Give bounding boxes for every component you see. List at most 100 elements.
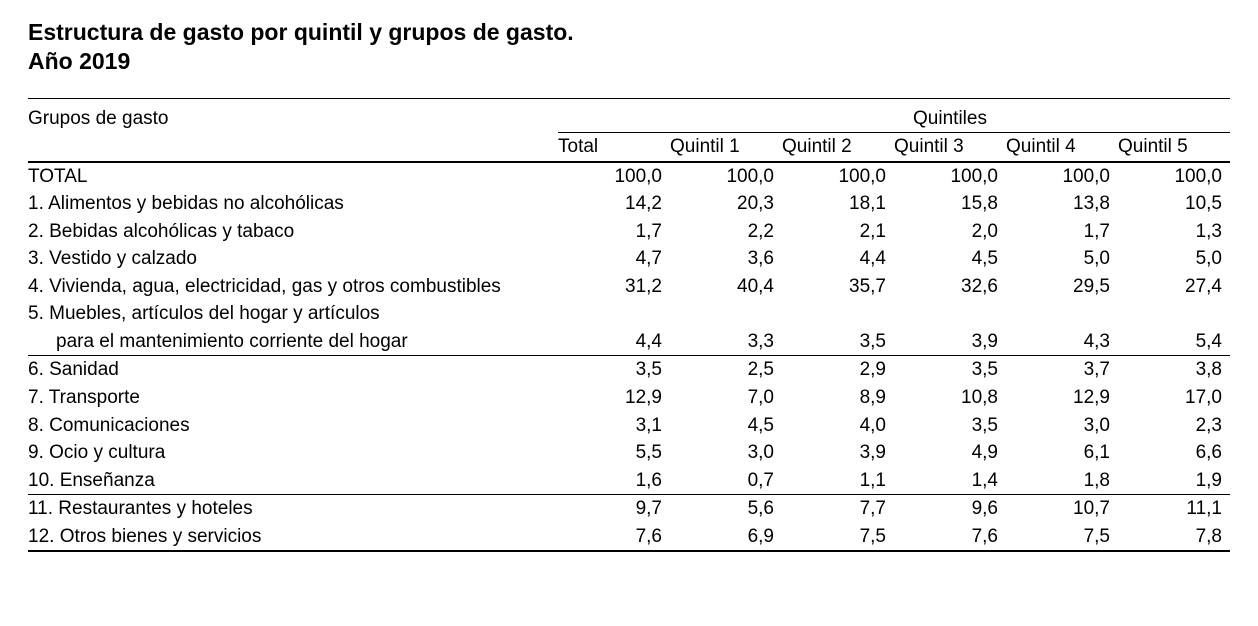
page: Estructura de gasto por quintil y grupos… [0,0,1258,592]
cell: 3,8 [1118,356,1230,384]
cell: 2,9 [782,356,894,384]
table-body: TOTAL100,0100,0100,0100,0100,0100,01. Al… [28,162,1230,552]
cell: 40,4 [670,273,782,301]
cell: 100,0 [782,162,894,191]
cell: 9,6 [894,495,1006,523]
cell: 11,1 [1118,495,1230,523]
row-label: 4. Vivienda, agua, electricidad, gas y o… [28,273,558,301]
header-row-label: Grupos de gasto [28,99,558,134]
cell: 4,3 [1006,328,1118,356]
table-row: 9. Ocio y cultura5,53,03,94,96,16,6 [28,439,1230,467]
title-line-1: Estructura de gasto por quintil y grupos… [28,19,574,45]
table-row: 1. Alimentos y bebidas no alcohólicas14,… [28,190,1230,218]
cell: 13,8 [1006,190,1118,218]
cell: 7,8 [1118,523,1230,552]
cell: 5,5 [558,439,670,467]
cell: 8,9 [782,384,894,412]
cell: 4,9 [894,439,1006,467]
cell: 3,5 [894,412,1006,440]
cell: 29,5 [1006,273,1118,301]
row-label: 2. Bebidas alcohólicas y tabaco [28,218,558,246]
row-label: 6. Sanidad [28,356,558,384]
cell: 20,3 [670,190,782,218]
cell: 10,5 [1118,190,1230,218]
cell: 1,4 [894,467,1006,495]
col-header: Total [558,133,670,162]
table-row: 12. Otros bienes y servicios7,66,97,57,6… [28,523,1230,552]
data-table: Grupos de gasto Quintiles Total Quintil … [28,98,1230,553]
cell: 3,5 [894,356,1006,384]
table-row: 3. Vestido y calzado4,73,64,44,55,05,0 [28,245,1230,273]
cell: 12,9 [558,384,670,412]
cell: 4,7 [558,245,670,273]
table-row: 6. Sanidad3,52,52,93,53,73,8 [28,356,1230,384]
cell: 1,6 [558,467,670,495]
cell [782,300,894,328]
cell: 4,5 [894,245,1006,273]
row-label: 7. Transporte [28,384,558,412]
cell: 7,5 [1006,523,1118,552]
cell: 3,6 [670,245,782,273]
cell: 1,9 [1118,467,1230,495]
row-label: TOTAL [28,162,558,191]
cell: 18,1 [782,190,894,218]
col-header: Quintil 4 [1006,133,1118,162]
cell: 100,0 [894,162,1006,191]
table-row: TOTAL100,0100,0100,0100,0100,0100,0 [28,162,1230,191]
cell: 7,7 [782,495,894,523]
cell: 4,5 [670,412,782,440]
cell: 32,6 [894,273,1006,301]
cell: 1,7 [1006,218,1118,246]
cell: 100,0 [1118,162,1230,191]
cell: 12,9 [1006,384,1118,412]
cell: 2,2 [670,218,782,246]
cell: 3,1 [558,412,670,440]
col-header: Quintil 1 [670,133,782,162]
cell: 3,3 [670,328,782,356]
col-header: Quintil 5 [1118,133,1230,162]
cell [558,300,670,328]
table-row: 10. Enseñanza1,60,71,11,41,81,9 [28,467,1230,495]
cell: 1,3 [1118,218,1230,246]
cell: 5,6 [670,495,782,523]
table-row: 11. Restaurantes y hoteles9,75,67,79,610… [28,495,1230,523]
cell: 35,7 [782,273,894,301]
row-label: 3. Vestido y calzado [28,245,558,273]
table-row: 4. Vivienda, agua, electricidad, gas y o… [28,273,1230,301]
cell: 6,1 [1006,439,1118,467]
col-header: Quintil 2 [782,133,894,162]
row-label: 9. Ocio y cultura [28,439,558,467]
cell: 3,5 [782,328,894,356]
cell: 5,4 [1118,328,1230,356]
cell: 27,4 [1118,273,1230,301]
cell: 2,5 [670,356,782,384]
cell: 10,7 [1006,495,1118,523]
cell: 2,3 [1118,412,1230,440]
title-line-2: Año 2019 [28,48,130,74]
table-row: 2. Bebidas alcohólicas y tabaco1,72,22,1… [28,218,1230,246]
cell: 4,0 [782,412,894,440]
table-row: para el mantenimiento corriente del hoga… [28,328,1230,356]
header-row-1: Grupos de gasto Quintiles [28,99,1230,133]
table-row: 7. Transporte12,97,08,910,812,917,0 [28,384,1230,412]
cell: 3,0 [670,439,782,467]
row-label: 1. Alimentos y bebidas no alcohólicas [28,190,558,218]
cell [894,300,1006,328]
col-header: Quintil 3 [894,133,1006,162]
cell: 1,1 [782,467,894,495]
cell: 17,0 [1118,384,1230,412]
cell: 100,0 [558,162,670,191]
table-row: 5. Muebles, artículos del hogar y artícu… [28,300,1230,328]
cell: 3,9 [782,439,894,467]
row-label: 5. Muebles, artículos del hogar y artícu… [28,300,558,328]
cell: 14,2 [558,190,670,218]
cell: 3,9 [894,328,1006,356]
page-title: Estructura de gasto por quintil y grupos… [28,18,1230,76]
cell: 100,0 [670,162,782,191]
cell: 15,8 [894,190,1006,218]
cell: 6,9 [670,523,782,552]
cell: 4,4 [782,245,894,273]
header-quintiles-span: Quintiles [670,99,1230,133]
cell: 5,0 [1006,245,1118,273]
table-row: 8. Comunicaciones3,14,54,03,53,02,3 [28,412,1230,440]
